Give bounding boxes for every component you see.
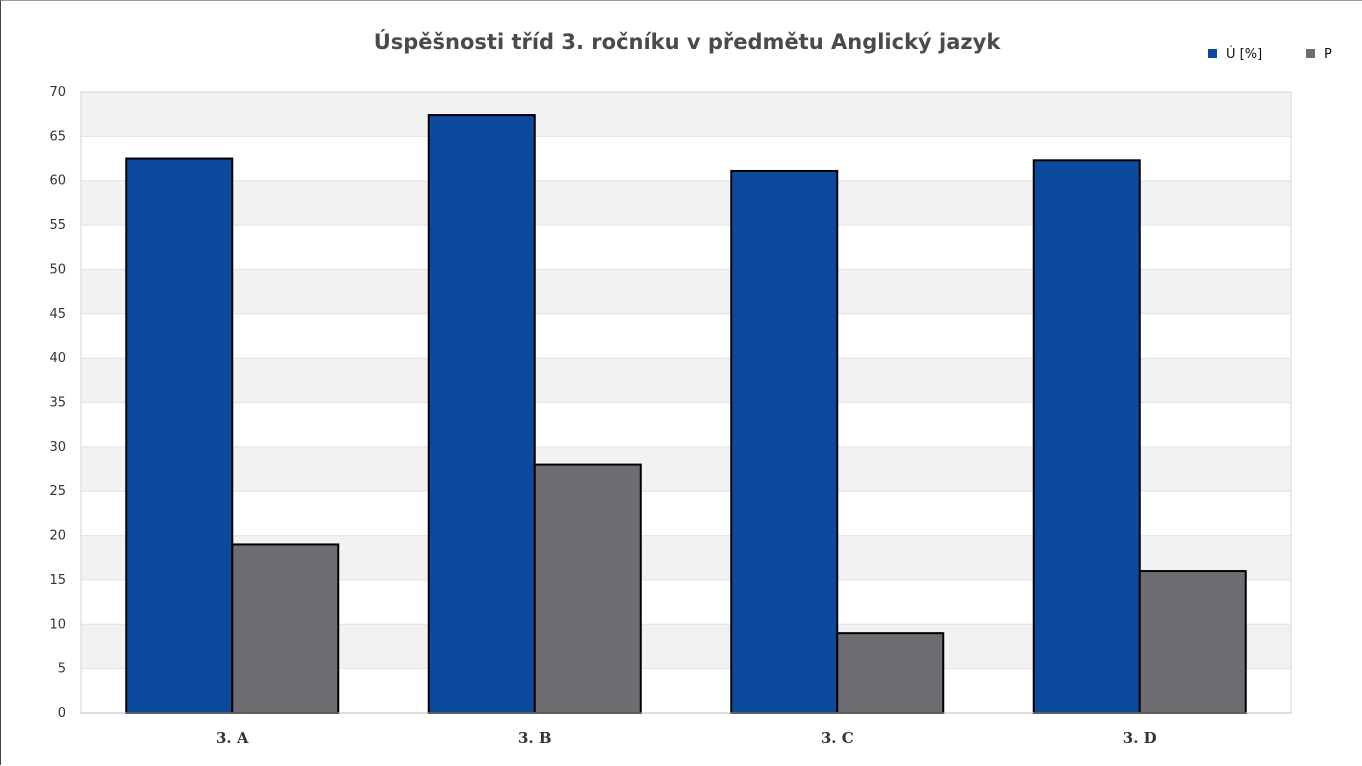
bar-success-2[interactable]: [427, 114, 536, 714]
y-tick-label: 70: [49, 85, 66, 100]
x-tick-label: 3. A: [216, 729, 249, 747]
bar-p-4[interactable]: [1138, 570, 1247, 714]
legend-box: [1197, 35, 1355, 71]
x-tick-label: 3. D: [1123, 729, 1157, 747]
y-tick-label: 0: [58, 706, 66, 721]
bars: [125, 114, 1247, 715]
x-tick-label: 3. C: [821, 729, 854, 747]
y-tick-label: 65: [49, 129, 66, 144]
y-tick-label: 30: [49, 440, 66, 455]
y-tick-label: 5: [58, 662, 66, 677]
y-tick-label: 60: [49, 174, 66, 189]
y-tick-label: 45: [49, 307, 66, 322]
y-tick-label: 40: [49, 351, 66, 366]
y-tick-label: 50: [49, 262, 66, 277]
y-tick-label: 20: [49, 529, 66, 544]
y-tick-label: 15: [49, 573, 66, 588]
x-axis-ticks: 3. A 3. B 3. C 3. D: [216, 729, 1157, 747]
legend-swatch: [1208, 49, 1217, 58]
grid-band: [81, 92, 1291, 137]
bar-p-1[interactable]: [231, 543, 340, 715]
bar-success-1[interactable]: [125, 157, 234, 715]
bar-success-3[interactable]: [730, 169, 839, 715]
x-tick-label: 3. B: [518, 729, 552, 747]
y-tick-label: 55: [49, 218, 66, 233]
legend-label[interactable]: P: [1324, 47, 1332, 62]
y-axis-ticks: 0 5 10 15 20 25 30 35 40 45 50 55 60 65 70: [49, 85, 66, 721]
legend-label[interactable]: Ú [%]: [1226, 46, 1262, 62]
bar-p-2[interactable]: [533, 463, 642, 714]
legend[interactable]: Ú [%] P: [1197, 35, 1355, 71]
y-tick-label: 25: [49, 484, 66, 499]
bar-success-4[interactable]: [1032, 159, 1141, 714]
legend-swatch: [1306, 49, 1315, 58]
bar-p-3[interactable]: [836, 632, 945, 715]
y-tick-label: 10: [49, 617, 66, 632]
chart-title: Úspěšnosti tříd 3. ročníku v předmětu An…: [374, 29, 1002, 54]
y-tick-label: 35: [49, 396, 66, 411]
